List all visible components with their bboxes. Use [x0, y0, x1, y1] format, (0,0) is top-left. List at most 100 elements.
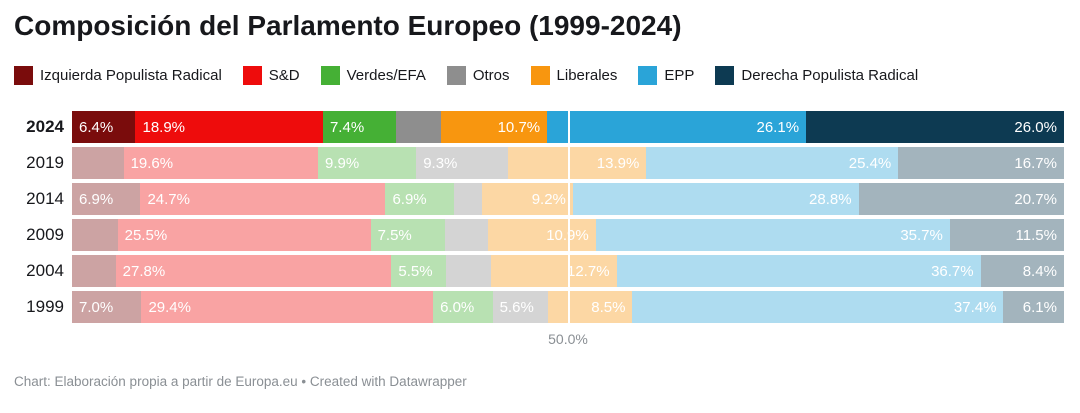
segment-liberales-2019[interactable]: 13.9% — [508, 147, 647, 179]
segment-value-label: 19.6% — [130, 154, 174, 172]
segment-value-label: 24.7% — [147, 190, 190, 208]
year-label-2014: 2014 — [26, 189, 64, 208]
year-label-1999: 1999 — [26, 297, 64, 316]
axis-tick-label: 50.0% — [548, 331, 588, 347]
segment-value-label: 9.3% — [423, 154, 458, 172]
segment-epp-2019[interactable]: 25.4% — [646, 147, 899, 179]
legend-swatch-epp — [638, 66, 658, 85]
legend-item-liberales[interactable]: Liberales — [530, 66, 618, 85]
segment-derecha-populista-radical-2014[interactable]: 20.7% — [858, 183, 1064, 215]
legend-swatch-s-d — [242, 66, 262, 85]
segment-value-label: 12.7% — [567, 262, 610, 280]
legend-swatch-verdes-efa — [320, 66, 340, 85]
segment-epp-2014[interactable]: 28.8% — [572, 183, 859, 215]
bar-rows: 2024 6.4% 18.9% 7.4% 10.7% 26.1% 26.0% 2019 19.6… — [0, 111, 1080, 323]
segment-izquierda-populista-radical-2019[interactable] — [72, 147, 124, 179]
segment-otros-1999[interactable]: 5.6% — [492, 291, 549, 323]
segment-value-label: 6.1% — [1022, 298, 1057, 316]
segment-value-label: 27.8% — [122, 262, 166, 280]
segment-s-d-2004[interactable]: 27.8% — [115, 255, 392, 287]
segment-s-d-2019[interactable]: 19.6% — [123, 147, 318, 179]
bar-row-2019: 2019 19.6% 9.9% 9.3% 13.9% 25.4% 16.7% — [0, 147, 1080, 179]
segment-s-d-2014[interactable]: 24.7% — [140, 183, 386, 215]
segment-otros-2024[interactable] — [396, 111, 441, 143]
segment-value-label: 8.4% — [1022, 262, 1057, 280]
segment-verdes-efa-2014[interactable]: 6.9% — [385, 183, 454, 215]
segment-derecha-populista-radical-2019[interactable]: 16.7% — [898, 147, 1064, 179]
segment-epp-2004[interactable]: 36.7% — [616, 255, 981, 287]
bar-row-2004: 2004 27.8% 5.5% 12.7% 36.7% 8.4% — [0, 255, 1080, 287]
segment-otros-2019[interactable]: 9.3% — [416, 147, 509, 179]
year-label-2024: 2024 — [26, 117, 64, 136]
legend-item-izquierda-populista-radical[interactable]: Izquierda Populista Radical — [14, 66, 222, 85]
bar-row-2024: 2024 6.4% 18.9% 7.4% 10.7% 26.1% 26.0% — [0, 111, 1080, 143]
segment-izquierda-populista-radical-1999[interactable]: 7.0% — [72, 291, 142, 323]
legend-label: Derecha Populista Radical — [741, 67, 919, 84]
segment-value-label: 5.6% — [499, 298, 534, 316]
legend-item-s-d[interactable]: S&D — [242, 66, 300, 85]
segment-izquierda-populista-radical-2014[interactable]: 6.9% — [72, 183, 141, 215]
segment-value-label: 7.5% — [377, 226, 412, 244]
segment-liberales-2004[interactable]: 12.7% — [490, 255, 617, 287]
segment-otros-2004[interactable] — [445, 255, 491, 287]
segment-value-label: 7.4% — [329, 118, 365, 136]
segment-liberales-2024[interactable]: 10.7% — [441, 111, 548, 143]
segment-verdes-efa-2019[interactable]: 9.9% — [318, 147, 417, 179]
segment-value-label: 25.4% — [848, 154, 892, 172]
legend-label: Liberales — [556, 67, 618, 84]
segment-derecha-populista-radical-2024[interactable]: 26.0% — [806, 111, 1064, 143]
segment-value-label: 28.8% — [809, 190, 852, 208]
segment-derecha-populista-radical-1999[interactable]: 6.1% — [1003, 291, 1064, 323]
segment-value-label: 29.4% — [148, 298, 191, 316]
segment-epp-1999[interactable]: 37.4% — [632, 291, 1004, 323]
segment-izquierda-populista-radical-2009[interactable] — [72, 219, 118, 251]
legend-item-otros[interactable]: Otros — [446, 66, 510, 85]
stacked-bar-2019: 19.6% 9.9% 9.3% 13.9% 25.4% 16.7% — [72, 147, 1064, 179]
segment-verdes-efa-2024[interactable]: 7.4% — [322, 111, 397, 143]
segment-verdes-efa-2009[interactable]: 7.5% — [370, 219, 445, 251]
segment-value-label: 35.7% — [900, 226, 943, 244]
segment-verdes-efa-1999[interactable]: 6.0% — [433, 291, 493, 323]
segment-verdes-efa-2004[interactable]: 5.5% — [391, 255, 446, 287]
segment-value-label: 13.9% — [596, 154, 640, 172]
segment-s-d-2009[interactable]: 25.5% — [117, 219, 371, 251]
segment-izquierda-populista-radical-2024[interactable]: 6.4% — [72, 111, 136, 143]
segment-value-label: 16.7% — [1014, 154, 1057, 172]
legend-label: S&D — [268, 67, 300, 84]
segment-value-label: 6.9% — [392, 190, 427, 208]
segment-liberales-2014[interactable]: 9.2% — [481, 183, 573, 215]
stacked-bar-2014: 6.9% 24.7% 6.9% 9.2% 28.8% 20.7% — [72, 183, 1064, 215]
year-label-2009: 2009 — [26, 225, 64, 244]
segment-value-label: 10.7% — [497, 118, 541, 136]
segment-liberales-2009[interactable]: 10.9% — [487, 219, 596, 251]
plot-area: 2024 6.4% 18.9% 7.4% 10.7% 26.1% 26.0% 2019 19.6… — [0, 111, 1080, 347]
segment-izquierda-populista-radical-2004[interactable] — [72, 255, 116, 287]
legend-swatch-otros — [446, 66, 466, 85]
chart-footer: Chart: Elaboración propia a partir de Eu… — [14, 374, 467, 389]
segment-s-d-1999[interactable]: 29.4% — [141, 291, 434, 323]
segment-s-d-2024[interactable]: 18.9% — [135, 111, 323, 143]
segment-derecha-populista-radical-2009[interactable]: 11.5% — [949, 219, 1064, 251]
segment-otros-2009[interactable] — [444, 219, 488, 251]
segment-otros-2014[interactable] — [453, 183, 482, 215]
segment-epp-2024[interactable]: 26.1% — [547, 111, 807, 143]
segment-epp-2009[interactable]: 35.7% — [595, 219, 950, 251]
legend-item-verdes-efa[interactable]: Verdes/EFA — [320, 66, 426, 85]
segment-value-label: 5.5% — [398, 262, 433, 280]
segment-value-label: 6.9% — [79, 190, 114, 208]
legend-item-derecha-populista-radical[interactable]: Derecha Populista Radical — [715, 66, 918, 85]
segment-derecha-populista-radical-2004[interactable]: 8.4% — [980, 255, 1064, 287]
segment-value-label: 9.2% — [531, 190, 566, 208]
legend-label: EPP — [664, 67, 695, 84]
segment-liberales-1999[interactable]: 8.5% — [548, 291, 633, 323]
segment-value-label: 26.1% — [756, 118, 800, 136]
segment-value-label: 8.5% — [591, 298, 626, 316]
gridline-50-percent — [568, 111, 570, 323]
chart-title: Composición del Parlamento Europeo (1999… — [14, 10, 682, 41]
stacked-bar-1999: 7.0% 29.4% 6.0% 5.6% 8.5% 37.4% 6.1% — [72, 291, 1064, 323]
segment-value-label: 9.9% — [325, 154, 360, 172]
legend-item-epp[interactable]: EPP — [638, 66, 694, 85]
legend-label: Verdes/EFA — [346, 67, 426, 84]
stacked-bar-2024: 6.4% 18.9% 7.4% 10.7% 26.1% 26.0% — [72, 111, 1064, 143]
